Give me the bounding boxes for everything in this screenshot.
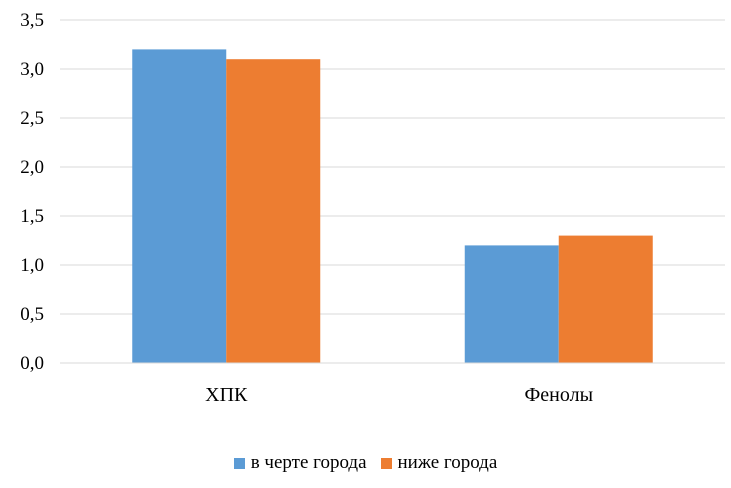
legend-label-series-1: в черте города	[250, 452, 367, 473]
x-axis-categories: ХПК Фенолы	[205, 384, 593, 406]
bar-1-2	[464, 245, 559, 363]
bar-2-2	[558, 235, 653, 363]
bar-chart: 0,0 0,5 1,0 1,5 2,0 2,5 3,0 3,5 ХПК Фенолы	[20, 10, 725, 406]
y-tick-label: 3,0	[20, 59, 44, 80]
y-tick-label: 2,0	[20, 157, 44, 178]
legend-swatch-series-2	[380, 457, 392, 469]
legend-item-series-2: ниже города	[380, 452, 498, 474]
y-tick-label: 0,0	[20, 353, 44, 374]
legend-label-series-2: ниже города	[397, 452, 498, 473]
y-tick-label: 3,5	[20, 10, 44, 31]
y-tick-label: 0,5	[20, 304, 44, 325]
bars	[132, 49, 653, 364]
legend: в черте города ниже города	[0, 452, 731, 474]
bar-2-1	[226, 59, 321, 363]
x-category-label: Фенолы	[524, 384, 593, 406]
legend-swatch-series-1	[233, 457, 245, 469]
bar-1-1	[132, 49, 227, 364]
y-tick-label: 1,0	[20, 255, 44, 276]
x-category-label: ХПК	[205, 384, 248, 406]
legend-item-series-1: в черте города	[233, 452, 367, 474]
y-axis-ticks: 0,0 0,5 1,0 1,5 2,0 2,5 3,0 3,5	[20, 10, 44, 374]
y-tick-label: 1,5	[20, 206, 44, 227]
y-tick-label: 2,5	[20, 108, 44, 129]
